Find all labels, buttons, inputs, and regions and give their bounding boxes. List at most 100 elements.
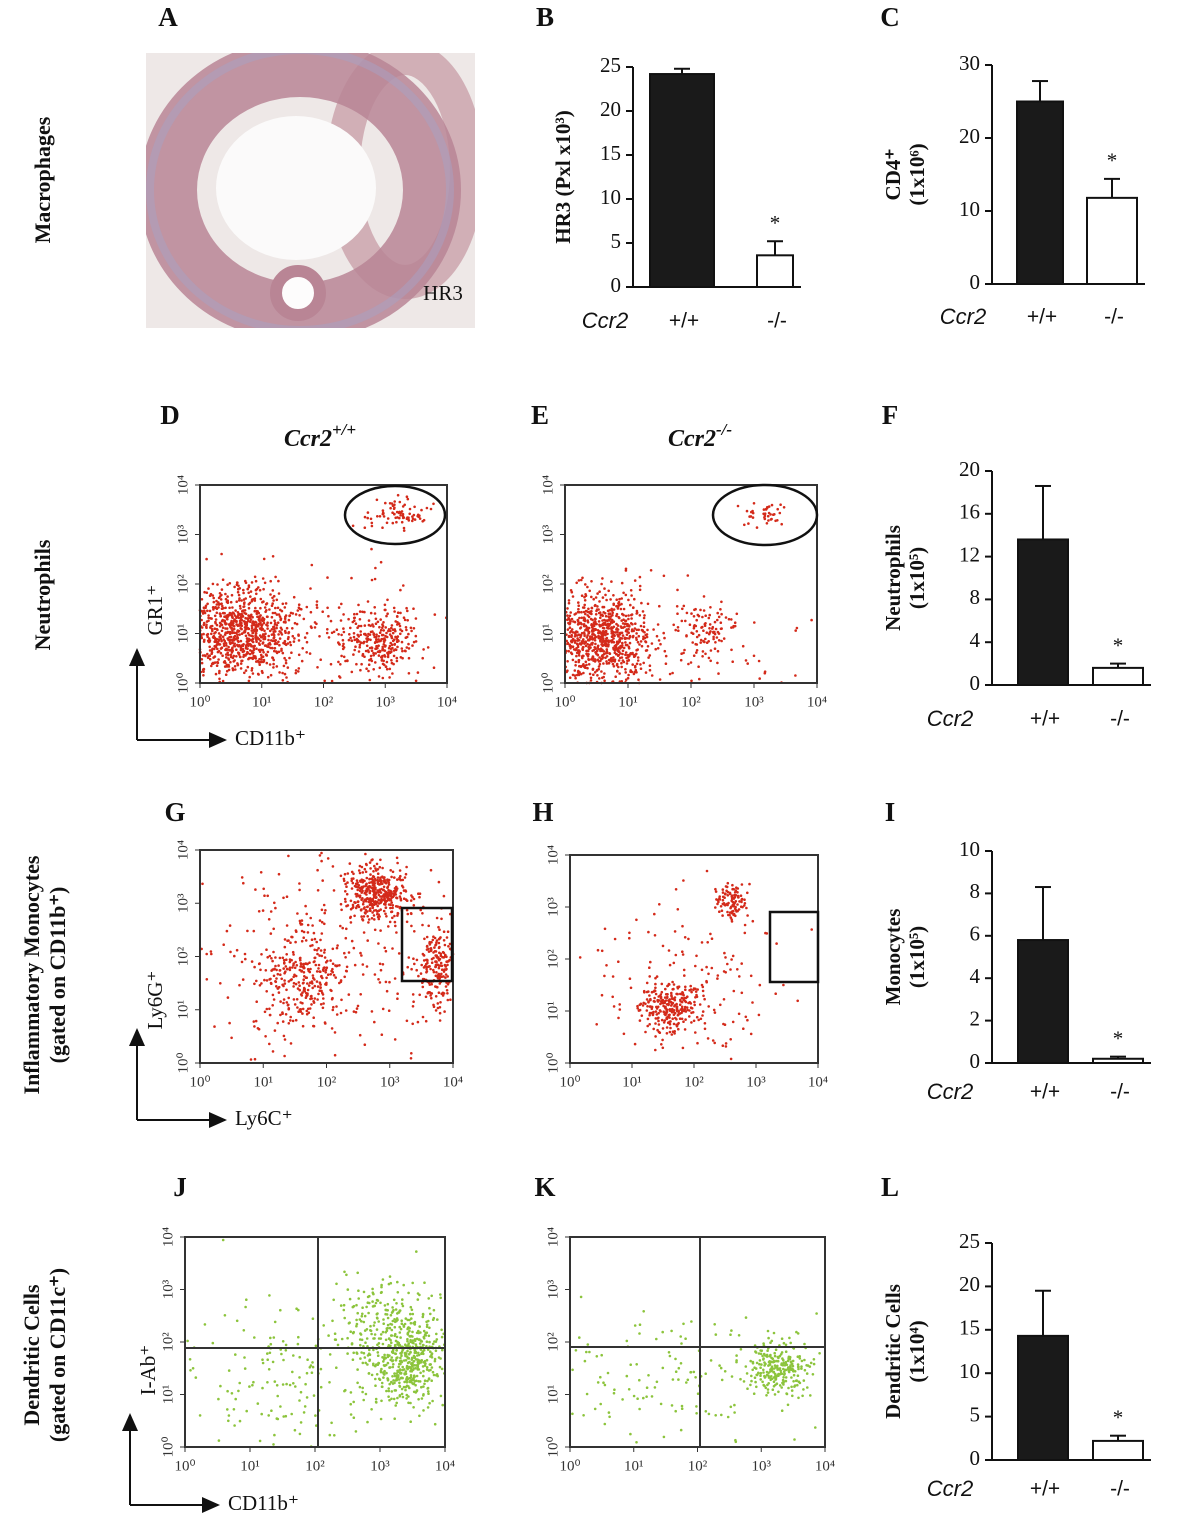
event-dot bbox=[291, 1371, 294, 1374]
event-dot bbox=[226, 599, 229, 602]
event-dot bbox=[277, 633, 280, 636]
event-dot bbox=[393, 1299, 396, 1302]
event-dot bbox=[383, 1373, 386, 1376]
event-dot bbox=[390, 1342, 393, 1345]
event-dot bbox=[365, 871, 368, 874]
event-dot bbox=[399, 612, 402, 615]
event-dot bbox=[330, 620, 333, 623]
event-dot bbox=[264, 611, 267, 614]
event-dot bbox=[441, 968, 444, 971]
event-dot bbox=[715, 890, 718, 893]
event-dot bbox=[350, 1391, 353, 1394]
event-dot bbox=[426, 1359, 429, 1362]
event-dot bbox=[320, 1003, 323, 1006]
event-dot bbox=[578, 611, 581, 614]
event-dot bbox=[405, 873, 408, 876]
event-dot bbox=[701, 626, 704, 629]
event-dot bbox=[273, 1434, 276, 1437]
y-tick-label: 0 bbox=[611, 273, 622, 297]
event-dot bbox=[448, 959, 451, 962]
event-dot bbox=[746, 510, 749, 513]
event-dot bbox=[596, 592, 599, 595]
event-dot bbox=[599, 611, 602, 614]
event-dot bbox=[585, 625, 588, 628]
event-dot bbox=[617, 616, 620, 619]
event-dot bbox=[240, 660, 243, 663]
event-dot bbox=[439, 1001, 442, 1004]
event-dot bbox=[255, 639, 258, 642]
event-dot bbox=[606, 655, 609, 658]
y-tick-label: 20 bbox=[959, 1272, 980, 1296]
event-dot bbox=[248, 680, 251, 683]
event-dot bbox=[244, 958, 247, 961]
event-dot bbox=[309, 587, 312, 590]
event-dot bbox=[418, 1294, 421, 1297]
event-dot bbox=[572, 595, 575, 598]
event-dot bbox=[732, 1021, 735, 1024]
y-tick-label: 0 bbox=[970, 1049, 981, 1073]
event-dot bbox=[328, 636, 331, 639]
event-dot bbox=[302, 965, 305, 968]
event-dot bbox=[752, 516, 755, 519]
event-dot bbox=[367, 511, 370, 514]
event-dot bbox=[319, 981, 322, 984]
event-dot bbox=[365, 1393, 368, 1396]
event-dot bbox=[756, 1362, 759, 1365]
event-dot bbox=[273, 975, 276, 978]
event-dot bbox=[237, 630, 240, 633]
event-dot bbox=[592, 673, 595, 676]
x-tick-label: 10⁰ bbox=[559, 1074, 580, 1090]
event-dot bbox=[702, 995, 705, 998]
event-dot bbox=[441, 1349, 444, 1352]
event-dot bbox=[649, 998, 652, 1001]
y-tick-label: 10² bbox=[175, 574, 191, 594]
event-dot bbox=[677, 1028, 680, 1031]
event-dot bbox=[374, 1378, 377, 1381]
event-dot bbox=[650, 569, 653, 572]
event-dot bbox=[257, 1027, 260, 1030]
event-dot bbox=[566, 607, 569, 610]
event-dot bbox=[247, 666, 250, 669]
event-dot bbox=[687, 1002, 690, 1005]
event-dot bbox=[315, 1345, 318, 1348]
event-dot bbox=[319, 854, 322, 857]
event-dot bbox=[350, 900, 353, 903]
event-dot bbox=[298, 667, 301, 670]
event-dot bbox=[270, 982, 273, 985]
event-dot bbox=[645, 671, 648, 674]
event-dot bbox=[408, 657, 411, 660]
event-dot bbox=[206, 978, 209, 981]
event-dot bbox=[654, 1035, 657, 1038]
event-dot bbox=[439, 1297, 442, 1300]
event-dot bbox=[222, 612, 225, 615]
event-dot bbox=[374, 661, 377, 664]
event-dot bbox=[377, 899, 380, 902]
event-dot bbox=[408, 1330, 411, 1333]
event-dot bbox=[316, 606, 319, 609]
event-dot bbox=[746, 914, 749, 917]
significance: * bbox=[770, 211, 781, 235]
event-dot bbox=[246, 618, 249, 621]
event-dot bbox=[578, 579, 581, 582]
event-dot bbox=[738, 975, 741, 978]
y-tick-label: 25 bbox=[600, 53, 621, 77]
event-dot bbox=[440, 1329, 443, 1332]
y-tick-label: 20 bbox=[600, 97, 621, 121]
event-dot bbox=[394, 925, 397, 928]
event-dot bbox=[722, 899, 725, 902]
event-dot bbox=[568, 599, 571, 602]
event-dot bbox=[405, 1397, 408, 1400]
event-dot bbox=[385, 950, 388, 953]
event-dot bbox=[336, 944, 339, 947]
event-dot bbox=[416, 1375, 419, 1378]
event-dot bbox=[290, 651, 293, 654]
event-dot bbox=[288, 631, 291, 634]
event-dot bbox=[209, 649, 212, 652]
event-dot bbox=[297, 670, 300, 673]
event-dot bbox=[415, 1343, 418, 1346]
event-dot bbox=[284, 970, 287, 973]
event-dot bbox=[298, 1356, 301, 1359]
event-dot bbox=[199, 1414, 202, 1417]
event-dot bbox=[396, 646, 399, 649]
event-dot bbox=[323, 912, 326, 915]
